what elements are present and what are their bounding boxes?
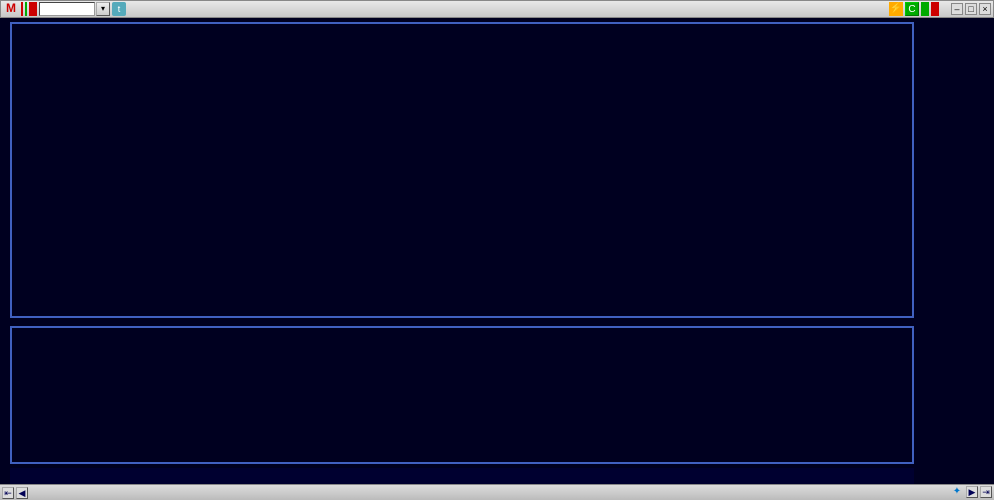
sat-button[interactable] <box>931 2 939 16</box>
minimize-icon[interactable]: – <box>951 3 963 15</box>
scroll-right-icon[interactable]: ▶ <box>966 486 978 498</box>
flash-icon[interactable]: ⚡ <box>889 2 903 16</box>
close-icon[interactable]: × <box>979 3 991 15</box>
price-chart-pane[interactable] <box>10 22 914 318</box>
maximize-icon[interactable]: □ <box>965 3 977 15</box>
price-y-axis <box>924 22 988 318</box>
symbol-input[interactable] <box>39 2 95 16</box>
volume-pane[interactable] <box>10 326 914 464</box>
al-button[interactable] <box>921 2 929 16</box>
refresh-icon[interactable]: C <box>905 2 919 16</box>
scroll-left-start-icon[interactable]: ⇤ <box>2 487 14 499</box>
dropdown-icon[interactable]: ▾ <box>96 2 110 16</box>
app-logo: M <box>3 1 19 17</box>
top-toolbar: M ▾ t ⚡ C – □ × <box>0 0 994 18</box>
scroll-left-icon[interactable]: ◀ <box>16 487 28 499</box>
bottom-toolbar: ⇤ ◀ ✦ ▶ ⇥ <box>0 484 994 500</box>
scroll-right-end-icon[interactable]: ⇥ <box>980 486 992 498</box>
volume-y-axis <box>924 326 988 464</box>
twitter-icon[interactable]: t <box>112 2 126 16</box>
chart-area: ⇤ ◀ ✦ ▶ ⇥ <box>0 18 994 500</box>
bars-icon <box>21 2 37 16</box>
loading-icon: ✦ <box>950 486 964 500</box>
